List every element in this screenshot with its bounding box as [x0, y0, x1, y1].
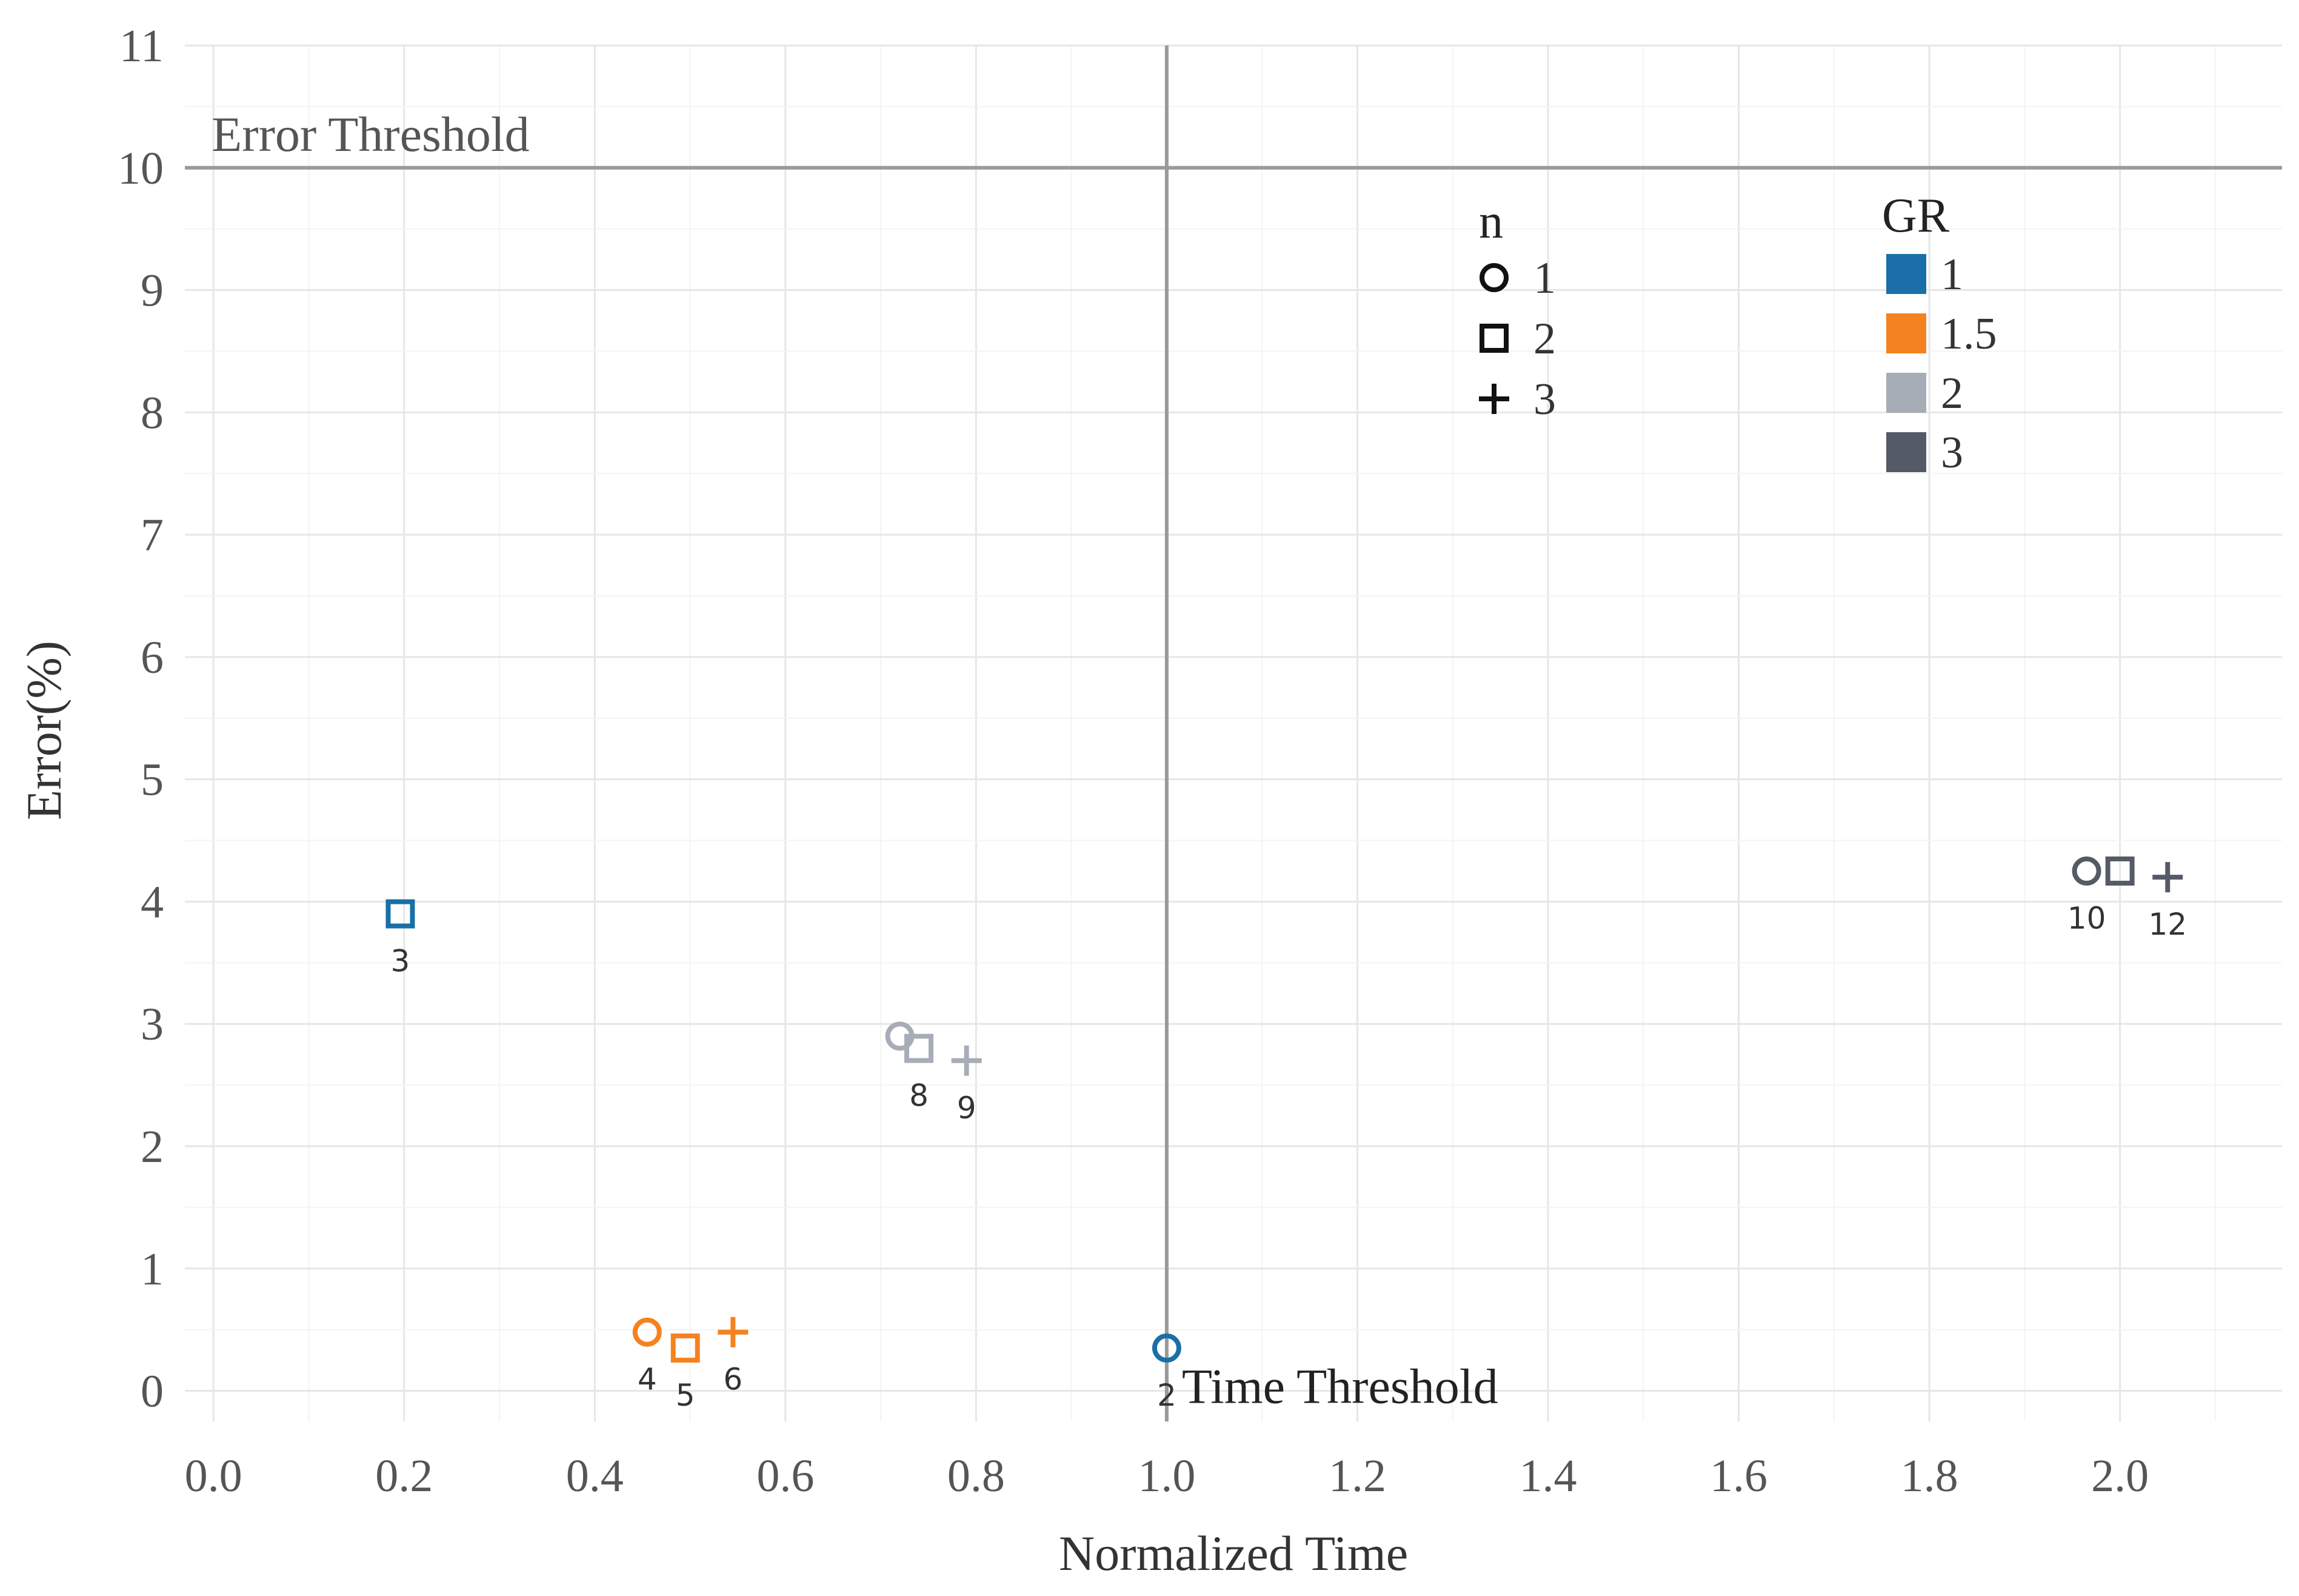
- data-point: [2152, 862, 2183, 893]
- y-tick-label: 11: [119, 21, 164, 72]
- x-tick-label: 0.8: [947, 1451, 1005, 1501]
- y-tick-label: 10: [118, 143, 164, 194]
- error-threshold-label: Error Threshold: [212, 107, 530, 162]
- legend-gr-swatch: [1886, 373, 1926, 413]
- threshold-lines: Error Threshold Time Threshold: [185, 45, 2282, 1421]
- data-point: [2072, 856, 2101, 886]
- x-tick-label: 1.6: [1710, 1451, 1767, 1501]
- legend-n-marker: [1479, 384, 1509, 414]
- x-axis-ticks: 0.0 0.2 0.4 0.6 0.8 1.0 1.2 1.4 1.6 1.8 2.0: [185, 1451, 2149, 1501]
- y-tick-label: 7: [141, 510, 164, 561]
- point-label: 4: [638, 1362, 657, 1397]
- x-tick-label: 1.4: [1520, 1451, 1577, 1501]
- legend-gr-swatch: [1886, 432, 1926, 472]
- y-tick-label: 2: [141, 1121, 164, 1172]
- legend-gr-label: 3: [1941, 428, 1963, 478]
- data-point: [2105, 856, 2135, 886]
- y-tick-label: 8: [141, 387, 164, 438]
- data-point: [385, 899, 415, 929]
- legend-gr-label: 2: [1941, 369, 1963, 418]
- x-tick-label: 1.0: [1138, 1451, 1195, 1501]
- y-tick-label: 9: [141, 265, 164, 316]
- data-point: [632, 1317, 662, 1347]
- y-tick-label: 3: [141, 999, 164, 1050]
- point-label: 10: [2067, 901, 2106, 936]
- legend-n-marker: [1480, 263, 1509, 292]
- legend-gr: GR 1 1.5 2 3: [1882, 189, 1997, 478]
- point-label: 5: [676, 1378, 695, 1413]
- data-point: [904, 1033, 933, 1063]
- y-axis-ticks: 0 1 2 3 4 5 6 7 8 9 10 11: [118, 21, 164, 1417]
- x-tick-label: 0.0: [185, 1451, 242, 1501]
- y-axis-title: Error(%): [16, 641, 72, 820]
- gridlines: [185, 44, 2282, 1421]
- x-axis-title: Normalized Time: [1059, 1526, 1408, 1581]
- legend-gr-label: 1: [1941, 250, 1963, 299]
- legend-n: n1 2 3: [1479, 195, 1556, 424]
- data-points: 2 3 4 5 6 8 9 10 12: [385, 856, 2187, 1413]
- legend-gr-swatch: [1886, 254, 1926, 294]
- x-tick-label: 0.6: [756, 1451, 814, 1501]
- x-tick-label: 1.8: [1901, 1451, 1958, 1501]
- legend-gr-swatch: [1886, 313, 1926, 353]
- legend-n-label: 3: [1533, 375, 1556, 424]
- y-tick-label: 0: [141, 1366, 164, 1417]
- legend-n-title: n: [1479, 195, 1503, 249]
- x-tick-label: 1.2: [1329, 1451, 1386, 1501]
- point-label: 12: [2148, 907, 2187, 942]
- data-point: [951, 1045, 982, 1076]
- point-label: 8: [909, 1078, 929, 1114]
- point-label: 6: [723, 1362, 742, 1397]
- data-point: [718, 1317, 749, 1347]
- x-tick-label: 0.2: [375, 1451, 433, 1501]
- legend-n-label: 2: [1533, 314, 1556, 364]
- y-tick-label: 5: [141, 755, 164, 806]
- point-label: 9: [957, 1090, 976, 1126]
- y-tick-label: 4: [141, 876, 164, 927]
- point-label: 2: [1157, 1378, 1176, 1413]
- point-label: 3: [391, 944, 410, 979]
- legend-n-label: 1: [1533, 253, 1556, 303]
- legend-gr-label: 1.5: [1941, 309, 1997, 359]
- legend-n-marker: [1480, 324, 1509, 353]
- y-tick-label: 6: [141, 632, 164, 683]
- data-point: [670, 1333, 700, 1363]
- time-threshold-label: Time Threshold: [1182, 1359, 1498, 1414]
- y-tick-label: 1: [141, 1244, 164, 1295]
- legend-gr-title: GR: [1882, 189, 1950, 242]
- x-tick-label: 2.0: [2091, 1451, 2149, 1501]
- data-point: [1152, 1333, 1181, 1363]
- x-tick-label: 0.4: [566, 1451, 624, 1501]
